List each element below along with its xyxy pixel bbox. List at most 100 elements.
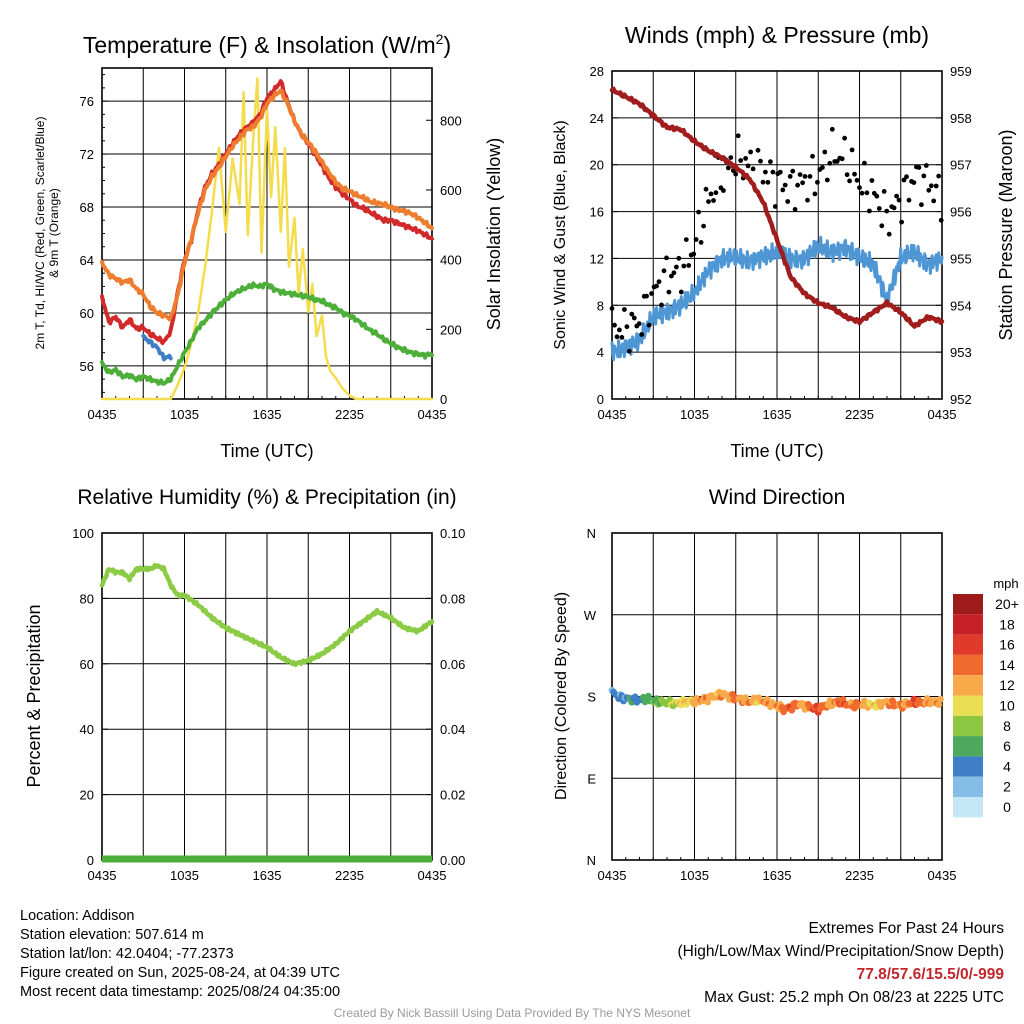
gust-point xyxy=(768,159,773,165)
gust-point xyxy=(862,160,867,166)
gust-point xyxy=(906,197,912,203)
y-tick-label: 12 xyxy=(590,251,604,266)
gust-point xyxy=(852,171,857,177)
x-axis-label: Time (UTC) xyxy=(730,441,823,461)
y-tick-label-right: 200 xyxy=(440,322,462,337)
gust-point xyxy=(636,321,642,327)
x-tick-label: 2235 xyxy=(845,407,874,422)
legend-label: 14 xyxy=(999,657,1015,673)
x-tick-label: 1035 xyxy=(680,868,709,883)
extremes-subtitle: (High/Low/Max Wind/Precipitation/Snow De… xyxy=(677,943,1005,960)
gust-point xyxy=(669,273,674,279)
y-tick-label: 28 xyxy=(590,64,604,79)
legend-swatch xyxy=(953,594,983,615)
y-tick-label: W xyxy=(584,608,597,623)
y-axis-label-left: Sonic Wind & Gust (Blue, Black) xyxy=(552,120,569,349)
gust-point xyxy=(730,168,736,174)
gust-point xyxy=(703,186,709,192)
gust-point xyxy=(847,178,852,184)
y-tick-label-right: 957 xyxy=(950,158,972,173)
plot-frame xyxy=(101,67,433,400)
y-tick-label-right: 400 xyxy=(440,253,462,268)
gust-point xyxy=(822,149,828,155)
legend-swatch xyxy=(953,797,983,818)
y-tick-label: 60 xyxy=(80,657,94,672)
y-tick-label: 72 xyxy=(80,147,94,162)
y-tick-label: 100 xyxy=(72,526,94,541)
gust-point xyxy=(881,189,887,194)
y-tick-label: 20 xyxy=(80,788,94,803)
gust-point xyxy=(807,174,813,179)
gust-point xyxy=(721,188,726,193)
gust-point xyxy=(864,190,870,196)
legend-label: 16 xyxy=(999,637,1015,653)
gust-point xyxy=(686,263,692,268)
y-tick-label: 4 xyxy=(597,345,604,360)
gust-point xyxy=(674,264,679,270)
gust-point xyxy=(683,237,689,243)
gust-point xyxy=(698,240,704,245)
gust-point xyxy=(659,302,664,308)
y-tick-label: 0 xyxy=(597,392,604,407)
y-tick-label: 8 xyxy=(597,298,604,313)
gust-point xyxy=(661,268,667,274)
legend-title: mph xyxy=(993,576,1018,591)
gust-point xyxy=(810,153,815,159)
gust-point xyxy=(609,306,615,311)
location-text: Location: Addison xyxy=(20,908,135,924)
humidity-title: Relative Humidity (%) & Precipitation (i… xyxy=(77,486,456,509)
gust-point xyxy=(839,156,845,162)
y-tick-label-right: 952 xyxy=(950,392,972,407)
legend-label: 2 xyxy=(1003,779,1011,795)
gust-point xyxy=(931,198,937,204)
gust-point xyxy=(782,182,788,188)
gust-point xyxy=(758,158,763,164)
gust-point xyxy=(696,209,701,215)
max-gust-text: Max Gust: 25.2 mph On 08/23 at 2225 UTC xyxy=(704,989,1004,1006)
y-tick-label: 80 xyxy=(80,591,94,606)
y-tick-label-right: 954 xyxy=(950,298,972,313)
y-tick-label-right: 958 xyxy=(950,111,972,126)
gust-point xyxy=(631,315,637,321)
station-info: Location: Addison Station elevation: 507… xyxy=(20,907,340,1002)
y-tick-label-right: 600 xyxy=(440,183,462,198)
y-tick-label: N xyxy=(587,526,596,541)
extremes-info: Extremes For Past 24 Hours (High/Low/Max… xyxy=(678,917,1005,1009)
gust-point xyxy=(904,174,909,180)
gust-point xyxy=(896,197,902,203)
gust-point xyxy=(802,174,808,179)
extremes-values: 77.8/57.6/15.5/0/-999 xyxy=(856,966,1004,983)
legend-label: 0 xyxy=(1003,799,1011,815)
x-tick-label: 1035 xyxy=(170,407,199,422)
y-tick-label: 64 xyxy=(80,253,94,268)
legend-swatch xyxy=(953,634,983,655)
gust-point xyxy=(748,149,753,155)
gust-point xyxy=(842,135,847,141)
x-tick-label: 1035 xyxy=(680,407,709,422)
y-tick-label: 68 xyxy=(80,200,94,215)
gust-point xyxy=(854,177,860,183)
y-tick-label: 24 xyxy=(590,111,604,126)
y-tick-label-right: 0.04 xyxy=(440,722,465,737)
plot-frame xyxy=(611,70,943,400)
x-tick-label: 2235 xyxy=(335,868,364,883)
gust-point xyxy=(800,180,805,186)
gust-point xyxy=(639,332,645,337)
gust-point xyxy=(681,263,687,269)
gust-point xyxy=(797,172,803,178)
gust-point xyxy=(624,324,630,330)
x-tick-label: 1035 xyxy=(170,868,199,883)
speed-legend: mph 20+ 18 16 14 12 10 8 6 4 2 0 xyxy=(953,576,1019,818)
td-line xyxy=(100,281,434,386)
gust-point xyxy=(824,177,830,183)
gust-point xyxy=(676,255,682,261)
legend-swatch xyxy=(953,736,983,757)
credit-text: Created By Nick Bassill Using Data Provi… xyxy=(333,1006,691,1020)
gust-point xyxy=(936,173,942,179)
gust-point xyxy=(938,217,944,223)
gust-point xyxy=(738,158,744,163)
gust-point xyxy=(849,147,855,153)
gust-point xyxy=(612,322,617,328)
created-text: Figure created on Sun, 2025-08-24, at 04… xyxy=(20,965,340,981)
